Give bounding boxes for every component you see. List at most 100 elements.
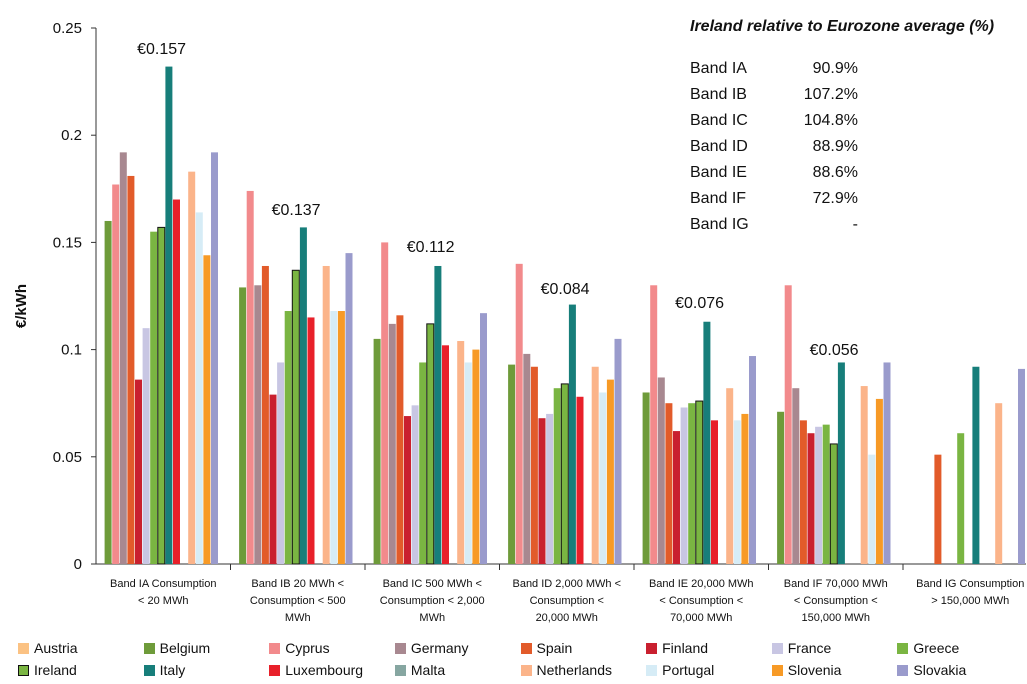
- category-label: 20,000 MWh: [536, 612, 598, 624]
- bar-cyprus: [112, 184, 120, 564]
- bar-netherlands: [322, 265, 330, 564]
- ireland-price-annotation: €0.076: [675, 295, 724, 312]
- legend-item: Spain: [520, 640, 647, 656]
- ireland-price-annotation: €0.056: [810, 342, 859, 359]
- category-label: Band IE 20,000 MWh: [649, 578, 754, 590]
- legend-item: Slovenia: [771, 662, 898, 678]
- legend-item: Germany: [394, 640, 521, 656]
- relative-value: 107.2%: [803, 86, 858, 103]
- legend-label: Spain: [536, 640, 573, 656]
- bar-portugal: [868, 454, 876, 564]
- legend-label: Belgium: [159, 640, 211, 656]
- legend-swatch: [18, 642, 29, 654]
- legend-item: Greece: [897, 640, 1023, 656]
- legend-item: Malta: [394, 662, 521, 678]
- band-name: Band IF: [690, 190, 747, 207]
- bar-germany: [254, 285, 262, 564]
- legend-label: Italy: [159, 662, 186, 678]
- category-label: Band IC 500 MWh <: [383, 578, 482, 590]
- legend-item: Italy: [143, 662, 270, 678]
- bar-ireland: [829, 443, 838, 565]
- bar-slovakia: [1018, 368, 1025, 564]
- bar-greece: [419, 362, 427, 564]
- legend-swatch: [646, 664, 658, 676]
- bar-spain: [799, 420, 807, 564]
- bar-finland: [673, 431, 680, 564]
- bar-germany: [119, 152, 127, 564]
- bar-finland: [269, 394, 277, 564]
- category-label: Band IB 20 MWh <: [251, 578, 344, 590]
- bar-cyprus: [381, 242, 389, 564]
- legend-swatch: [143, 664, 155, 676]
- legend-item: Austria: [18, 640, 144, 656]
- y-tick-label: 0.05: [53, 449, 82, 466]
- legend-label: France: [787, 640, 832, 656]
- legend-label: Slovenia: [787, 662, 842, 678]
- bar-ireland: [560, 383, 569, 565]
- y-tick-label: 0.15: [53, 234, 82, 251]
- table-row: Band IF 72.9%: [690, 186, 1025, 212]
- bar-germany: [792, 388, 800, 564]
- bar-belgium: [777, 411, 785, 564]
- bar-france: [815, 426, 823, 564]
- band-name: Band IB: [690, 86, 747, 103]
- y-tick-label: 0.2: [61, 127, 82, 144]
- relative-value: 90.9%: [812, 60, 858, 77]
- relative-value: 104.8%: [803, 112, 858, 129]
- category-label: < Consumption <: [794, 595, 878, 607]
- bar-netherlands: [860, 386, 868, 564]
- bar-slovakia: [614, 338, 622, 564]
- bar-greece: [822, 424, 830, 564]
- relative-value: 88.6%: [812, 164, 858, 181]
- bar-luxembourg: [576, 396, 584, 564]
- legend-swatch: [771, 642, 783, 654]
- bar-italy: [837, 362, 845, 564]
- bar-germany: [523, 353, 531, 564]
- bar-finland: [807, 433, 815, 564]
- bar-ireland: [426, 323, 435, 565]
- bar-portugal: [464, 362, 472, 564]
- bar-italy: [972, 366, 980, 564]
- bar-slovakia: [883, 362, 891, 564]
- category-label: Band IF 70,000 MWh: [784, 578, 888, 590]
- legend-label: Luxembourg: [285, 662, 364, 678]
- ireland-relative-table: Ireland relative to Eurozone average (%)…: [690, 14, 1025, 238]
- ireland-price-annotation: €0.084: [541, 281, 590, 298]
- legend-item: Luxembourg: [269, 662, 395, 678]
- bar-france: [680, 407, 688, 564]
- legend-swatch: [646, 642, 658, 654]
- category-label: MWh: [285, 612, 311, 624]
- category-label: 70,000 MWh: [670, 612, 732, 624]
- bar-germany: [657, 377, 665, 564]
- bar-france: [277, 362, 285, 564]
- bar-chart: 0 0.05 0.1 0.15 0.2 0.25 €/kWh Band IA Consumpt…: [13, 20, 1026, 624]
- legend-swatch: [269, 642, 281, 654]
- legend-item: Ireland: [18, 662, 144, 678]
- legend-label: Ireland: [34, 662, 77, 678]
- legend-swatch: [18, 664, 29, 676]
- bar-greece: [150, 231, 158, 564]
- legend-item: Belgium: [143, 640, 270, 656]
- table-title: Ireland relative to Eurozone average (%): [690, 18, 995, 35]
- table-row: Band IA 90.9%: [690, 56, 1025, 82]
- ireland-price-annotation: €0.157: [137, 41, 186, 58]
- chart-legend: Austria Belgium Cyprus Germany Spain Finland F…: [18, 637, 1023, 681]
- bar-belgium: [239, 287, 247, 564]
- bar-luxembourg: [711, 420, 718, 564]
- legend-row: Ireland Italy Luxembourg Malta Netherlands Po…: [18, 659, 1023, 681]
- bar-belgium: [373, 338, 381, 564]
- bar-greece: [688, 403, 696, 564]
- bar-italy: [568, 304, 576, 564]
- category-label: < 20 MWh: [138, 595, 188, 607]
- category-label: < Consumption <: [659, 595, 743, 607]
- bar-ireland: [695, 400, 704, 565]
- bar-spain: [934, 454, 942, 564]
- y-tick-label: 0: [74, 556, 82, 573]
- bar-luxembourg: [442, 345, 449, 564]
- bar-spain: [530, 366, 538, 564]
- y-axis-label: €/kWh: [13, 284, 30, 328]
- legend-label: Portugal: [662, 662, 715, 678]
- category-label: Consumption < 2,000: [380, 595, 485, 607]
- relative-value: -: [852, 216, 858, 233]
- legend-item: France: [771, 640, 898, 656]
